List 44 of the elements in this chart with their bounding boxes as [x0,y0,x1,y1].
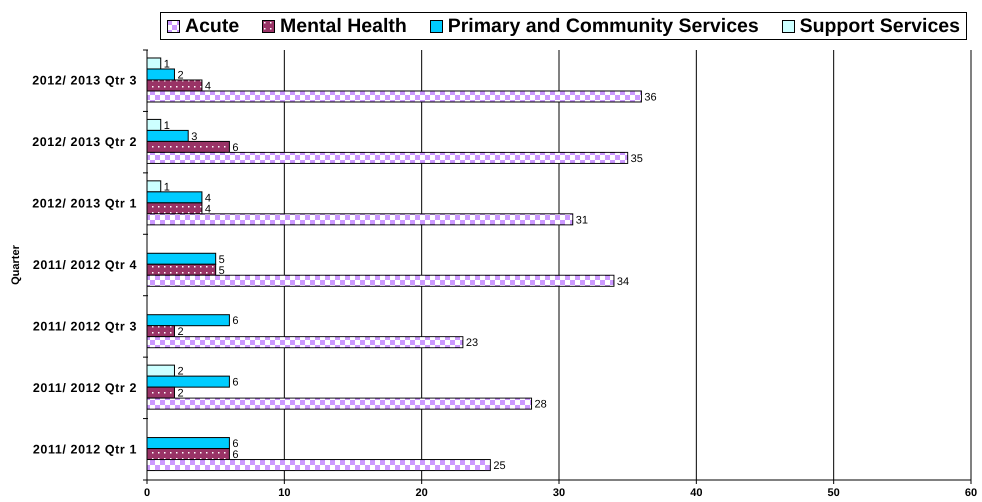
data-label: 2 [177,69,184,82]
x-tick-label: 10 [278,486,290,499]
data-label: 4 [204,203,212,216]
data-label: 5 [218,264,225,277]
data-label: 3 [191,130,198,143]
data-label: 28 [534,398,547,411]
legend-label: Primary and Community Services [448,14,759,38]
y-tick-label: 2011/ 2012 Qtr 2 [32,380,137,395]
data-label: 1 [164,58,170,70]
data-label: 2 [177,366,184,378]
data-label: 6 [232,142,239,154]
data-label: 25 [493,460,506,472]
x-tick-label: 60 [964,486,978,499]
y-axis-title: Quarter [10,244,22,285]
data-label: 1 [164,181,170,194]
y-tick-label: 2012/ 2013 Qtr 3 [32,74,137,88]
data-label: 5 [218,254,225,266]
data-label: 34 [616,276,630,288]
y-tick-label: 2012/ 2013 Qtr 2 [32,135,137,150]
data-label: 35 [630,152,643,165]
data-label: 6 [232,315,239,328]
data-label: 36 [644,91,657,104]
x-tick-label: 0 [144,486,150,499]
data-label: 6 [232,376,239,389]
y-tick-label: 2011/ 2012 Qtr 1 [32,442,137,456]
data-label: 1 [164,120,170,132]
data-label: 23 [466,337,478,350]
y-tick-label: 2011/ 2012 Qtr 3 [32,319,137,334]
x-tick-label: 40 [690,486,702,499]
data-label: 6 [232,449,239,462]
data-label: 4 [204,192,212,204]
data-label: 2 [177,326,184,338]
y-tick-label: 2012/ 2013 Qtr 1 [32,196,137,211]
x-tick-label: 50 [828,486,840,499]
data-label: 2 [177,388,184,400]
legend-label: Acute [185,14,240,38]
x-tick-label: 20 [416,486,428,499]
x-tick-label: 30 [552,486,566,499]
y-tick-label: 2011/ 2012 Qtr 4 [32,258,137,272]
data-label: 4 [204,80,212,92]
legend-label: Support Services [800,14,960,38]
data-label: 31 [576,214,588,226]
legend-label: Mental Health [280,14,407,38]
data-label: 6 [232,438,239,450]
